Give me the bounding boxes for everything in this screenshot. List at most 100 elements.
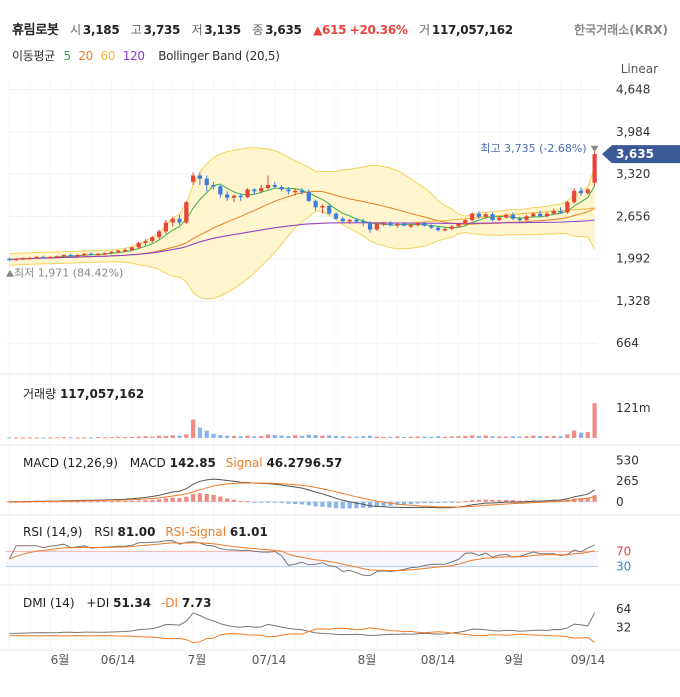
low-value: 3,135	[204, 23, 241, 37]
candle-body	[109, 251, 114, 254]
macd-histogram-bar	[401, 501, 407, 505]
close-value: 3,635	[265, 23, 302, 37]
volume-bar	[531, 435, 536, 438]
macd-histogram-bar	[354, 501, 359, 509]
candle-body	[476, 213, 482, 217]
candle-body	[184, 202, 189, 223]
volume-bar	[306, 434, 311, 438]
macd-histogram-bar	[592, 495, 597, 502]
volume-bar	[333, 435, 339, 438]
volume-bar	[347, 436, 352, 438]
macd-histogram-bar	[272, 501, 277, 503]
ma5-legend[interactable]: 5	[63, 49, 71, 63]
volume-bar	[191, 419, 196, 438]
candle-body	[585, 189, 590, 194]
volume-bar	[483, 435, 488, 438]
candle-body	[68, 255, 73, 257]
volume-bar	[7, 437, 12, 439]
macd-histogram-bar	[252, 501, 257, 503]
x-tick-label: 9월	[505, 653, 524, 667]
macd-histogram-bar	[374, 501, 379, 508]
ma-legend: 이동평균 5 20 60 120 Bollinger Band (20,5)	[12, 47, 285, 64]
macd-histogram-bar	[504, 499, 509, 502]
close-label: 종	[252, 23, 264, 37]
candle-body	[572, 190, 577, 203]
candle-body	[354, 220, 359, 222]
x-tick-label: 08/14	[421, 653, 456, 667]
macd-histogram-bar	[388, 501, 393, 506]
x-tick-label: 06/14	[101, 653, 136, 667]
candle-body	[429, 225, 434, 228]
volume-bar	[218, 435, 223, 438]
macd-histogram-bar	[102, 501, 107, 503]
candle-body	[463, 220, 468, 224]
volume-bar	[544, 436, 550, 438]
x-tick-label: 07/14	[252, 653, 287, 667]
volume-bar	[231, 435, 237, 438]
volume-bar	[279, 435, 284, 438]
ma120-legend[interactable]: 120	[122, 49, 145, 63]
scale-mode-button[interactable]: Linear	[620, 62, 658, 76]
candle-body	[415, 223, 420, 226]
candle-body	[34, 256, 39, 259]
macd-histogram-bar	[245, 501, 250, 503]
candle-body	[14, 258, 19, 261]
candles: 최고 3,735 (-2.68%) 최저 1,971 (84.42%)	[6, 142, 599, 280]
macd-histogram-bar	[578, 498, 584, 502]
macd-histogram-bar	[293, 501, 298, 505]
volume-bar	[374, 436, 379, 438]
candle-body	[565, 202, 570, 213]
candle-body	[456, 223, 461, 227]
ma60-legend[interactable]: 60	[100, 49, 116, 63]
macd-histogram-bar	[211, 494, 216, 502]
macd-signal-label: Signal	[225, 456, 263, 470]
candle-body	[116, 250, 121, 253]
macd-histogram-bar	[415, 501, 420, 504]
bollinger-legend[interactable]: Bollinger Band (20,5)	[158, 49, 280, 63]
macd-histogram-bar	[456, 501, 461, 503]
low-annotation: 최저 1,971 (84.42%)	[14, 267, 123, 280]
macd-histogram-bar	[116, 501, 121, 503]
macd-histogram-bar	[517, 500, 522, 502]
x-tick-label: 7월	[188, 653, 207, 667]
volume-bar	[470, 435, 475, 438]
volume-bar	[245, 435, 250, 438]
volume-bar	[327, 435, 332, 438]
ma20-legend[interactable]: 20	[78, 49, 94, 63]
macd-histogram-bar	[327, 501, 332, 508]
candle-body	[558, 211, 563, 213]
volume-panel-label: 거래량	[23, 387, 57, 401]
volume-bar	[551, 435, 556, 438]
macd-histogram-bar	[299, 501, 305, 505]
volume-bar	[95, 437, 100, 439]
volume-bar	[252, 436, 257, 438]
rsi-30-label: 30	[616, 560, 631, 574]
volume-bar	[538, 435, 543, 438]
ma-legend-label: 이동평균	[12, 49, 55, 63]
volume-bar	[415, 436, 420, 438]
candle-body	[401, 223, 407, 226]
volume-bar	[497, 436, 502, 438]
volume-bar	[361, 436, 366, 438]
candle-body	[333, 213, 339, 219]
candle-body	[197, 175, 203, 179]
volume-bar	[150, 436, 155, 438]
volume-bar	[259, 435, 264, 438]
candle-body	[510, 214, 516, 219]
macd-histogram-bar	[54, 501, 60, 503]
volume-bar	[463, 435, 468, 438]
volume-bar	[129, 436, 134, 438]
macd-histogram-bar	[442, 501, 448, 503]
macd-histogram-bar	[197, 493, 203, 502]
low-label: 저	[191, 23, 203, 37]
volume-bar	[238, 436, 243, 438]
candle-body	[204, 178, 209, 185]
macd-params: MACD (12,26,9)	[23, 456, 118, 470]
macd-histogram-bar	[585, 497, 590, 502]
dmi-axis-label: 64	[616, 602, 631, 616]
volume-bar	[82, 437, 87, 439]
volume-bar	[34, 437, 39, 439]
price-axis: 4,648 3,984 3,320 2,656 1,992 1,328 664 3,635	[602, 83, 680, 350]
rsi-zone	[6, 551, 598, 567]
